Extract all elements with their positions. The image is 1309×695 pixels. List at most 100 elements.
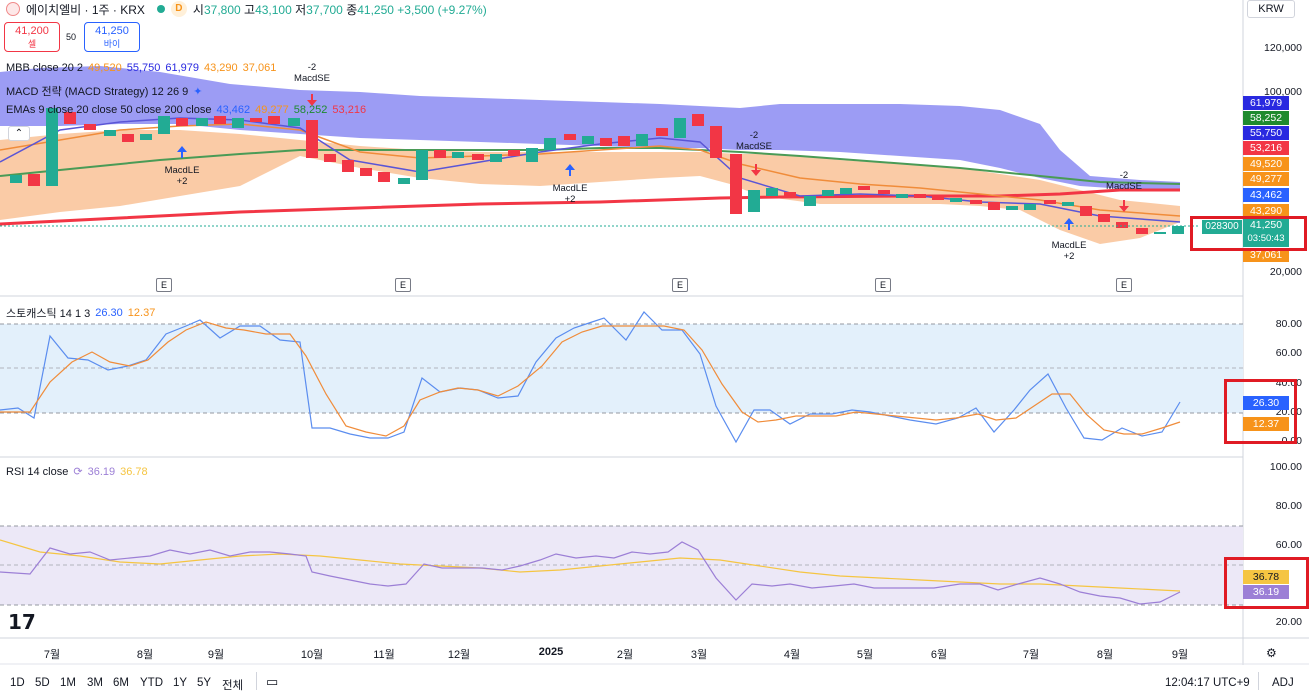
earnings-marker[interactable]: E <box>156 278 172 292</box>
candle <box>1080 206 1092 216</box>
candle <box>878 190 890 194</box>
settings-gear-icon[interactable]: ⚙ <box>1266 646 1277 660</box>
candle <box>1116 222 1128 228</box>
tradingview-logo[interactable]: 17 <box>8 610 36 634</box>
buy-button[interactable]: 41,250 바이 <box>84 22 140 52</box>
highlight-box <box>1224 557 1309 609</box>
adj-toggle[interactable]: ADJ <box>1272 677 1294 689</box>
candle <box>730 154 742 214</box>
price-axis-label: 20,000 <box>1269 266 1302 278</box>
x-axis-label: 2월 <box>616 649 634 661</box>
sparkle-icon: ✦ <box>193 85 203 98</box>
clock-readout[interactable]: 12:04:17 UTC+9 <box>1165 677 1250 689</box>
highlight-box <box>1224 379 1297 444</box>
timeframe-1y[interactable]: 1Y <box>173 677 188 689</box>
timeframe-ytd[interactable]: YTD <box>140 677 163 689</box>
earnings-marker[interactable]: E <box>1116 278 1132 292</box>
bb-lower-band <box>0 130 1180 244</box>
sell-button[interactable]: 41,200 셀 <box>4 22 60 52</box>
candle <box>710 126 722 158</box>
candle <box>582 136 594 144</box>
market-status-icon <box>156 5 165 13</box>
candle <box>784 192 796 198</box>
timeframe-1d[interactable]: 1D <box>10 677 25 689</box>
earnings-marker[interactable]: E <box>395 278 411 292</box>
candle <box>822 190 834 196</box>
currency-selector[interactable]: KRW <box>1247 0 1295 18</box>
sell-arrow-icon <box>307 94 317 106</box>
buy-arrow-icon <box>565 164 575 176</box>
candle <box>84 124 96 130</box>
candle <box>46 108 58 186</box>
candle <box>140 134 152 140</box>
candle <box>434 150 446 158</box>
candle <box>288 118 300 126</box>
candle <box>1006 206 1018 210</box>
legend-macd[interactable]: MACD 전략 (MACD Strategy) 12 26 9 ✦ <box>6 85 203 99</box>
timeframe-all[interactable]: 전체 <box>222 680 244 692</box>
legend-mbb[interactable]: MBB close 20 2 49,520 55,750 61,979 43,2… <box>6 62 277 74</box>
candle <box>564 134 576 140</box>
candle <box>1172 226 1184 234</box>
candle <box>324 154 336 162</box>
x-axis-label: 7월 <box>1022 649 1040 661</box>
candle <box>950 198 962 202</box>
candle <box>1098 214 1110 222</box>
rsi-axis-label: 60.00 <box>1275 539 1302 551</box>
candle <box>342 160 354 172</box>
candle <box>416 150 428 180</box>
candle <box>896 194 908 198</box>
timeframe-1m[interactable]: 1M <box>60 677 76 689</box>
calendar-goto-icon[interactable]: ▭ <box>266 674 279 689</box>
buy-arrow-icon <box>177 146 187 158</box>
signal-label: -2 MacdSE <box>736 130 772 152</box>
candle <box>306 120 318 158</box>
candle <box>452 152 464 158</box>
earnings-marker[interactable]: E <box>672 278 688 292</box>
candle <box>1044 200 1056 204</box>
signal-label: MacdLE +2 <box>164 165 200 187</box>
legend-emas[interactable]: EMAs 9 close 20 close 50 close 200 close… <box>6 104 367 116</box>
candle <box>526 148 538 162</box>
candle <box>970 200 982 204</box>
timeframe-3m[interactable]: 3M <box>87 677 103 689</box>
rsi-axis-label: 20.00 <box>1275 616 1302 628</box>
price-tag: 43,290 <box>1243 204 1289 218</box>
candle <box>988 202 1000 210</box>
sell-arrow-icon <box>751 164 761 176</box>
refresh-icon[interactable]: ⟳ <box>73 466 83 478</box>
collapse-legend-button[interactable]: ⌃ <box>8 126 30 141</box>
timeframe-5d[interactable]: 5D <box>35 677 50 689</box>
legend-stoch[interactable]: 스토캐스틱 14 1 3 26.30 12.37 <box>6 307 156 320</box>
x-axis-label: 8월 <box>136 649 154 661</box>
timeframe-5y[interactable]: 5Y <box>197 677 212 689</box>
candle <box>766 188 778 196</box>
candle <box>748 190 760 212</box>
candle <box>378 172 390 182</box>
symbol-code-tag: 028300 <box>1202 220 1242 234</box>
stoch-axis-label: 80.00 <box>1275 318 1302 330</box>
candle <box>360 168 372 176</box>
rsi-tag: 36.19 <box>1243 585 1289 599</box>
candle <box>1062 202 1074 206</box>
price-tag: 55,750 <box>1243 126 1289 140</box>
candle <box>196 118 208 126</box>
rsi-line <box>0 541 1181 605</box>
candle <box>122 134 134 142</box>
timeframe-6m[interactable]: 6M <box>113 677 129 689</box>
candles <box>10 108 1184 234</box>
stoch-k-line <box>0 311 1181 444</box>
earnings-marker[interactable]: E <box>875 278 891 292</box>
symbol-title[interactable]: 에이치엘비 · 1주 · KRX <box>26 2 145 17</box>
legend-rsi[interactable]: RSI 14 close ⟳ 36.19 36.78 <box>6 465 148 479</box>
candle <box>28 174 40 186</box>
candle <box>544 138 556 150</box>
x-axis-label: 9월 <box>207 649 225 661</box>
price-tag: 49,277 <box>1243 172 1289 186</box>
price-tag: 53,216 <box>1243 141 1289 155</box>
stoch-band <box>0 324 1243 413</box>
candle <box>10 175 22 183</box>
price-tag: 37,061 <box>1243 248 1289 262</box>
x-axis-label: 3월 <box>690 649 708 661</box>
